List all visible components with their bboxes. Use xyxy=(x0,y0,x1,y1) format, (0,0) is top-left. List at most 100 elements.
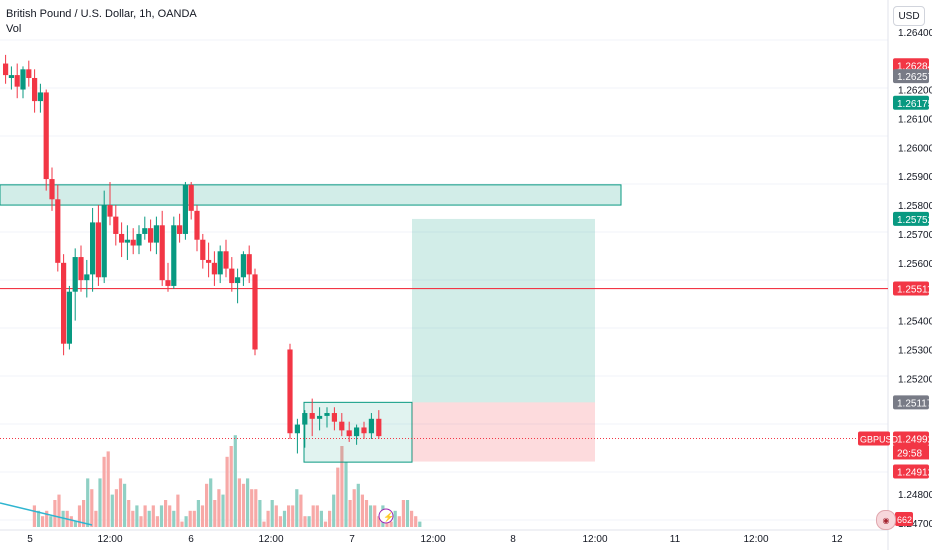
currency-button[interactable]: USD xyxy=(893,6,925,26)
volume-bar xyxy=(94,510,98,527)
y-tick-label: 1.25600 xyxy=(898,259,932,270)
volume-bar xyxy=(41,516,45,527)
volume-bar xyxy=(155,516,159,527)
candle-body xyxy=(182,184,188,234)
candle-body xyxy=(130,239,136,246)
y-tick-label: 1.26100 xyxy=(898,114,932,125)
volume-bar xyxy=(77,505,82,527)
price-label-box xyxy=(893,58,929,73)
volume-bar xyxy=(295,489,299,527)
volume-bar xyxy=(282,510,287,527)
volume-bar xyxy=(377,516,381,527)
candle-body xyxy=(136,233,142,246)
volume-bar xyxy=(200,505,205,527)
volume-bar xyxy=(410,510,414,527)
volume-bar xyxy=(98,478,102,527)
volume-indicator-label: Vol xyxy=(6,23,22,35)
candle-body xyxy=(119,233,125,243)
candle-body xyxy=(354,427,360,437)
volume-bar xyxy=(139,516,143,527)
candle-body xyxy=(211,262,217,275)
volume-bar xyxy=(86,478,90,527)
x-tick-label: 11 xyxy=(670,534,681,545)
candle-body xyxy=(240,254,246,278)
price-label: 1.26284 xyxy=(897,61,932,72)
candle-body xyxy=(124,239,130,243)
volume-bar xyxy=(270,500,274,527)
volume-ma-line xyxy=(0,502,93,526)
volume-bar xyxy=(401,500,405,527)
x-tick-label: 12:00 xyxy=(258,534,283,545)
volume-bar xyxy=(159,505,164,527)
volume-bar xyxy=(246,478,250,527)
volume-bar xyxy=(143,505,147,527)
price-label: 1.25117 xyxy=(897,398,932,409)
price-label: 1.25752 xyxy=(897,215,932,226)
candle-body xyxy=(61,262,67,344)
price-label: 1.26175 xyxy=(897,99,932,110)
candle-body xyxy=(153,225,159,243)
candle-body xyxy=(8,75,14,78)
candle-body xyxy=(346,430,352,437)
price-label-box xyxy=(893,395,929,410)
volume-bar xyxy=(414,516,418,527)
alert-badge-icon[interactable]: ◉ xyxy=(876,510,896,530)
volume-bar xyxy=(172,510,176,527)
candle-body xyxy=(159,225,165,281)
volume-bar xyxy=(205,483,209,527)
volume-bar xyxy=(315,505,319,527)
x-tick-label: 12:00 xyxy=(97,534,122,545)
volume-bar xyxy=(266,510,270,527)
x-tick-label: 12:00 xyxy=(743,534,768,545)
volume-bar xyxy=(262,521,266,527)
candle-body xyxy=(309,413,315,419)
resistance-zone xyxy=(0,184,622,206)
candle-body xyxy=(32,77,38,102)
volume-bar xyxy=(328,510,332,527)
volume-bar xyxy=(418,521,422,527)
candle-body xyxy=(287,349,293,434)
symbol-label: GBPUSD xyxy=(860,434,899,444)
volume-bar xyxy=(344,462,348,527)
x-tick-label: 12 xyxy=(831,534,843,545)
candle-body xyxy=(200,239,206,260)
candle-body xyxy=(20,69,26,90)
volume-bar xyxy=(299,494,303,527)
price-label: 1.26257 xyxy=(897,72,932,83)
volume-bar xyxy=(61,510,65,527)
candle-body xyxy=(361,427,367,434)
candle-body xyxy=(165,280,171,286)
volume-bar xyxy=(397,516,401,527)
volume-bar xyxy=(225,456,229,527)
price-label-box xyxy=(893,431,929,446)
y-tick-label: 1.25900 xyxy=(898,172,932,183)
volume-bar xyxy=(258,500,262,527)
volume-bar xyxy=(323,521,328,527)
volume-bar xyxy=(36,510,41,527)
volume-bar xyxy=(188,510,192,527)
candle-body xyxy=(194,210,200,240)
volume-bar xyxy=(364,500,369,527)
volume-bar xyxy=(221,494,225,527)
y-tick-label: 1.26000 xyxy=(898,143,932,154)
volume-bar xyxy=(332,494,336,527)
volume-bar xyxy=(405,500,410,527)
volume-bar xyxy=(393,510,397,527)
candle-body xyxy=(43,92,49,180)
volume-bar xyxy=(340,446,344,527)
candle-body xyxy=(84,274,90,281)
volume-bar xyxy=(389,521,393,527)
volume-bar xyxy=(356,483,360,527)
volume-bar xyxy=(82,500,86,527)
y-tick-label: 1.24700 xyxy=(898,519,932,530)
volume-bar xyxy=(118,478,123,527)
candle-body xyxy=(302,413,308,425)
candle-body xyxy=(66,291,72,344)
candle-body xyxy=(171,225,177,286)
candle-body xyxy=(324,413,330,416)
candle-body xyxy=(55,199,61,263)
y-tick-label: 1.25300 xyxy=(898,345,932,356)
volume-bar xyxy=(184,516,188,527)
candle-body xyxy=(26,69,32,78)
